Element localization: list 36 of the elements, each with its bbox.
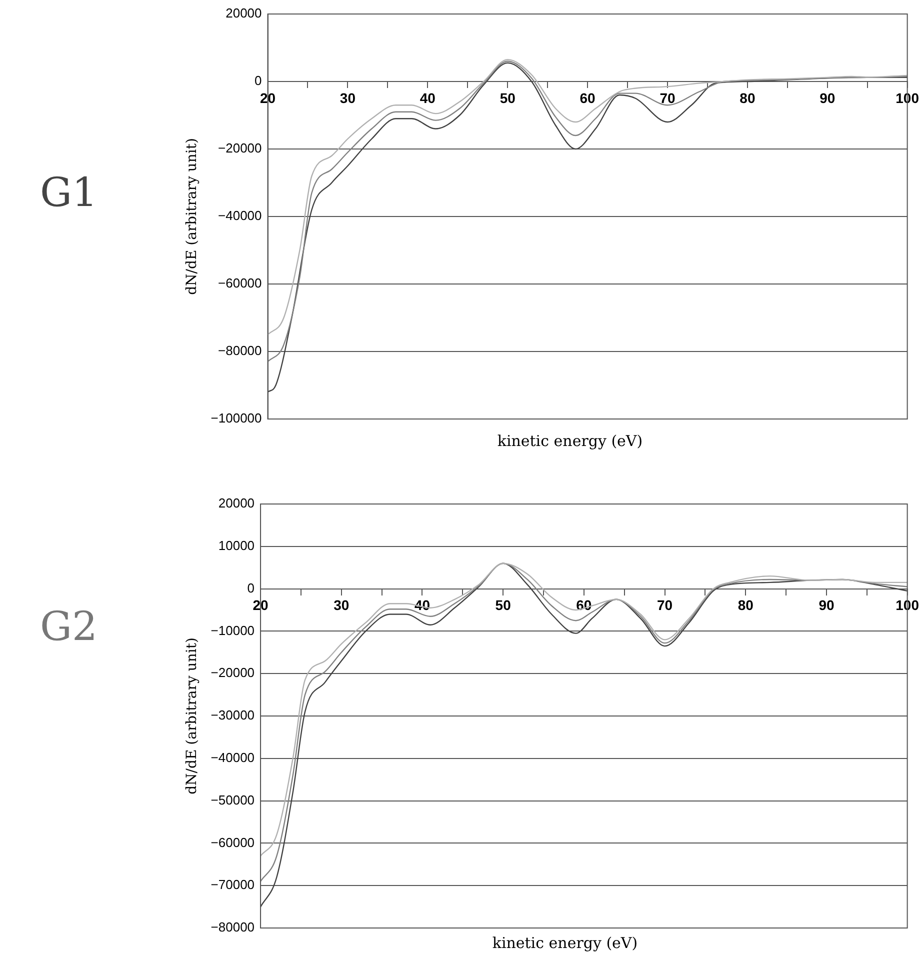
- y-tick-label: 0: [254, 73, 262, 88]
- text: G1: [40, 170, 98, 216]
- y-tick-label: −60000: [218, 276, 262, 291]
- y-tick-label: −30000: [210, 708, 255, 723]
- y-tick-label: −100000: [210, 410, 262, 426]
- x-axis-title: kinetic energy (eV): [491, 934, 639, 952]
- y-tick-label: −10000: [210, 622, 255, 638]
- x-tick-label: 80: [740, 90, 756, 106]
- x-tick-label: 70: [656, 597, 673, 614]
- y-tick-label: 20000: [226, 6, 262, 21]
- y-tick-label: −50000: [210, 792, 255, 808]
- y-tick-label: −40000: [218, 208, 262, 224]
- y-tick-label: −80000: [210, 920, 255, 935]
- y-tick-label: −40000: [210, 750, 255, 765]
- x-axis-title: kinetic energy (eV): [496, 432, 644, 450]
- y-tick-label: −70000: [210, 877, 255, 892]
- y-tick-label: 0: [247, 580, 255, 596]
- x-tick-label: 60: [580, 90, 596, 106]
- x-tick-label: 50: [500, 90, 516, 106]
- y-tick-label: −20000: [218, 140, 262, 156]
- y-tick-label: 10000: [218, 538, 255, 553]
- y-tick-label: −80000: [218, 343, 262, 358]
- y-axis-title: dN/dE (arbitrary unit): [184, 638, 200, 794]
- y-tick-label: −20000: [210, 665, 255, 680]
- x-tick-label: 90: [818, 597, 834, 614]
- x-tick-label: 30: [340, 90, 356, 106]
- y-tick-label: 20000: [218, 496, 255, 511]
- x-tick-label: 50: [495, 597, 512, 614]
- x-tick-label: 70: [660, 90, 676, 106]
- x-tick-label: 90: [820, 90, 836, 106]
- y-tick-label: −60000: [210, 834, 255, 850]
- x-tick-label: 40: [420, 90, 436, 106]
- y-axis-title: dN/dE (arbitrary unit): [184, 138, 200, 295]
- x-tick-label: 30: [334, 597, 350, 614]
- text: G2: [40, 604, 98, 650]
- x-tick-label: 80: [738, 597, 754, 614]
